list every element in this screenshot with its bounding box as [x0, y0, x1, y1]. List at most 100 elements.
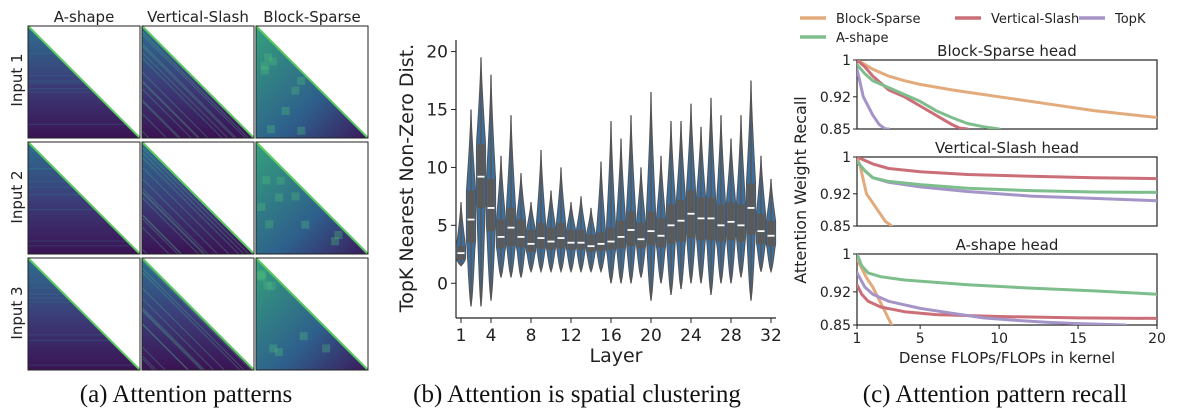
violin-iqr — [717, 204, 725, 242]
slash-line — [141, 88, 192, 139]
violin-xlabel: Layer — [590, 345, 643, 367]
violin — [535, 150, 547, 274]
violin — [655, 155, 667, 284]
slash-line — [141, 156, 240, 255]
violin — [595, 161, 607, 274]
legend-label: Vertical-Slash — [991, 12, 1079, 27]
slash-line — [141, 192, 204, 255]
violin-iqr — [767, 220, 775, 247]
x-tick-label: 24 — [680, 326, 702, 346]
block — [256, 271, 265, 280]
violin-iqr — [637, 223, 645, 249]
slash-line — [141, 214, 182, 255]
violin — [635, 167, 647, 278]
heatmap-cell — [141, 141, 255, 255]
violin — [475, 57, 487, 307]
panel-c: Block-Sparse Vertical-Slash TopK A-shape Bl… — [791, 12, 1166, 408]
slash-line — [141, 43, 237, 139]
violin — [495, 155, 507, 278]
violin-ylabel: TopK Nearest Non-Zero Dist. — [396, 44, 418, 313]
slash-line — [141, 355, 157, 371]
heatmap-cell — [255, 257, 369, 371]
slash-line — [141, 146, 250, 255]
violin — [685, 103, 697, 284]
violin-iqr — [467, 190, 475, 243]
recall-xlabel: Dense FLOPs/FLOPs in kernel — [899, 349, 1115, 367]
y-tick-label: 0.85 — [820, 318, 851, 334]
block — [301, 220, 310, 229]
slash-line — [141, 166, 230, 255]
violin-iqr — [607, 227, 615, 250]
slash-line — [141, 287, 225, 371]
violin-iqr — [587, 234, 595, 252]
slash-line — [141, 226, 170, 255]
heatmap-cell — [141, 257, 255, 371]
y-tick-label: 1 — [842, 150, 851, 166]
violin — [515, 173, 527, 278]
slash-line — [141, 323, 189, 371]
y-tick-label: 0.92 — [820, 90, 851, 106]
block — [263, 281, 272, 290]
recall-legend: Block-Sparse Vertical-Slash TopK A-shape — [800, 12, 1146, 46]
slash-line — [141, 346, 166, 371]
slash-line — [141, 113, 167, 139]
x-tick-label: 1 — [853, 331, 862, 347]
violin-axes: 0 5 10 15 20 1 4 8 12 16 20 24 28 32 — [426, 40, 782, 346]
column-label-a-shape: A-shape — [54, 8, 115, 26]
violin — [585, 207, 597, 274]
block — [297, 126, 306, 135]
recall-series-line — [857, 257, 894, 325]
block — [267, 125, 276, 134]
slash-line — [141, 297, 215, 371]
slash-line — [141, 178, 218, 255]
y-tick-label: 0.92 — [820, 285, 851, 301]
heatmap-cell — [255, 141, 369, 255]
violin — [755, 155, 767, 272]
violin — [695, 126, 707, 284]
violin-iqr — [657, 218, 665, 248]
violin-iqr — [547, 227, 555, 250]
column-label-vertical-slash: Vertical-Slash — [147, 8, 249, 26]
violin-iqr — [557, 223, 565, 249]
heatmap-frame — [27, 141, 141, 255]
slash-line — [141, 80, 200, 139]
slash-line — [141, 308, 204, 371]
recall-series-line — [857, 67, 891, 129]
violin — [525, 202, 537, 274]
slash-line — [141, 197, 199, 255]
x-tick-label: 32 — [760, 326, 782, 346]
recall-series-line — [857, 271, 1127, 325]
violin-iqr — [577, 229, 585, 250]
block — [260, 66, 269, 75]
slash-line — [141, 307, 205, 371]
violin-iqr — [747, 183, 755, 235]
column-label-block-sparse: Block-Sparse — [263, 8, 360, 26]
heatmap-frame — [141, 141, 255, 255]
recall-subplot: Vertical-Slash head 0.85 0.92 1 — [820, 139, 1158, 235]
block — [260, 61, 269, 70]
slash-line — [141, 130, 150, 139]
heatmap-cell — [255, 25, 369, 139]
heatmap-cell — [27, 141, 141, 255]
slash-line — [141, 217, 179, 255]
heatmap-diagonal — [141, 141, 255, 255]
row-label-input-1: Input 1 — [8, 53, 26, 106]
y-tick-label: 5 — [437, 216, 448, 236]
legend-label: Block-Sparse — [836, 12, 920, 27]
violin-iqr — [497, 219, 505, 249]
block — [291, 192, 300, 201]
slash-line — [141, 214, 182, 255]
slash-line — [141, 31, 249, 139]
slash-line — [141, 323, 189, 371]
attention-heatmaps — [27, 25, 369, 371]
block — [299, 332, 308, 341]
caption-a: (a) Attention patterns — [80, 381, 292, 408]
caption-b: (b) Attention is spatial clustering — [413, 381, 741, 408]
block — [334, 230, 343, 239]
attention-column-labels: A-shape Vertical-Slash Block-Sparse — [54, 8, 361, 26]
caption-c: (c) Attention pattern recall — [863, 381, 1128, 408]
slash-line — [141, 45, 235, 139]
y-tick-label: 10 — [426, 158, 448, 178]
legend-label: A-shape — [836, 31, 889, 46]
legend-item: TopK — [1079, 12, 1146, 27]
